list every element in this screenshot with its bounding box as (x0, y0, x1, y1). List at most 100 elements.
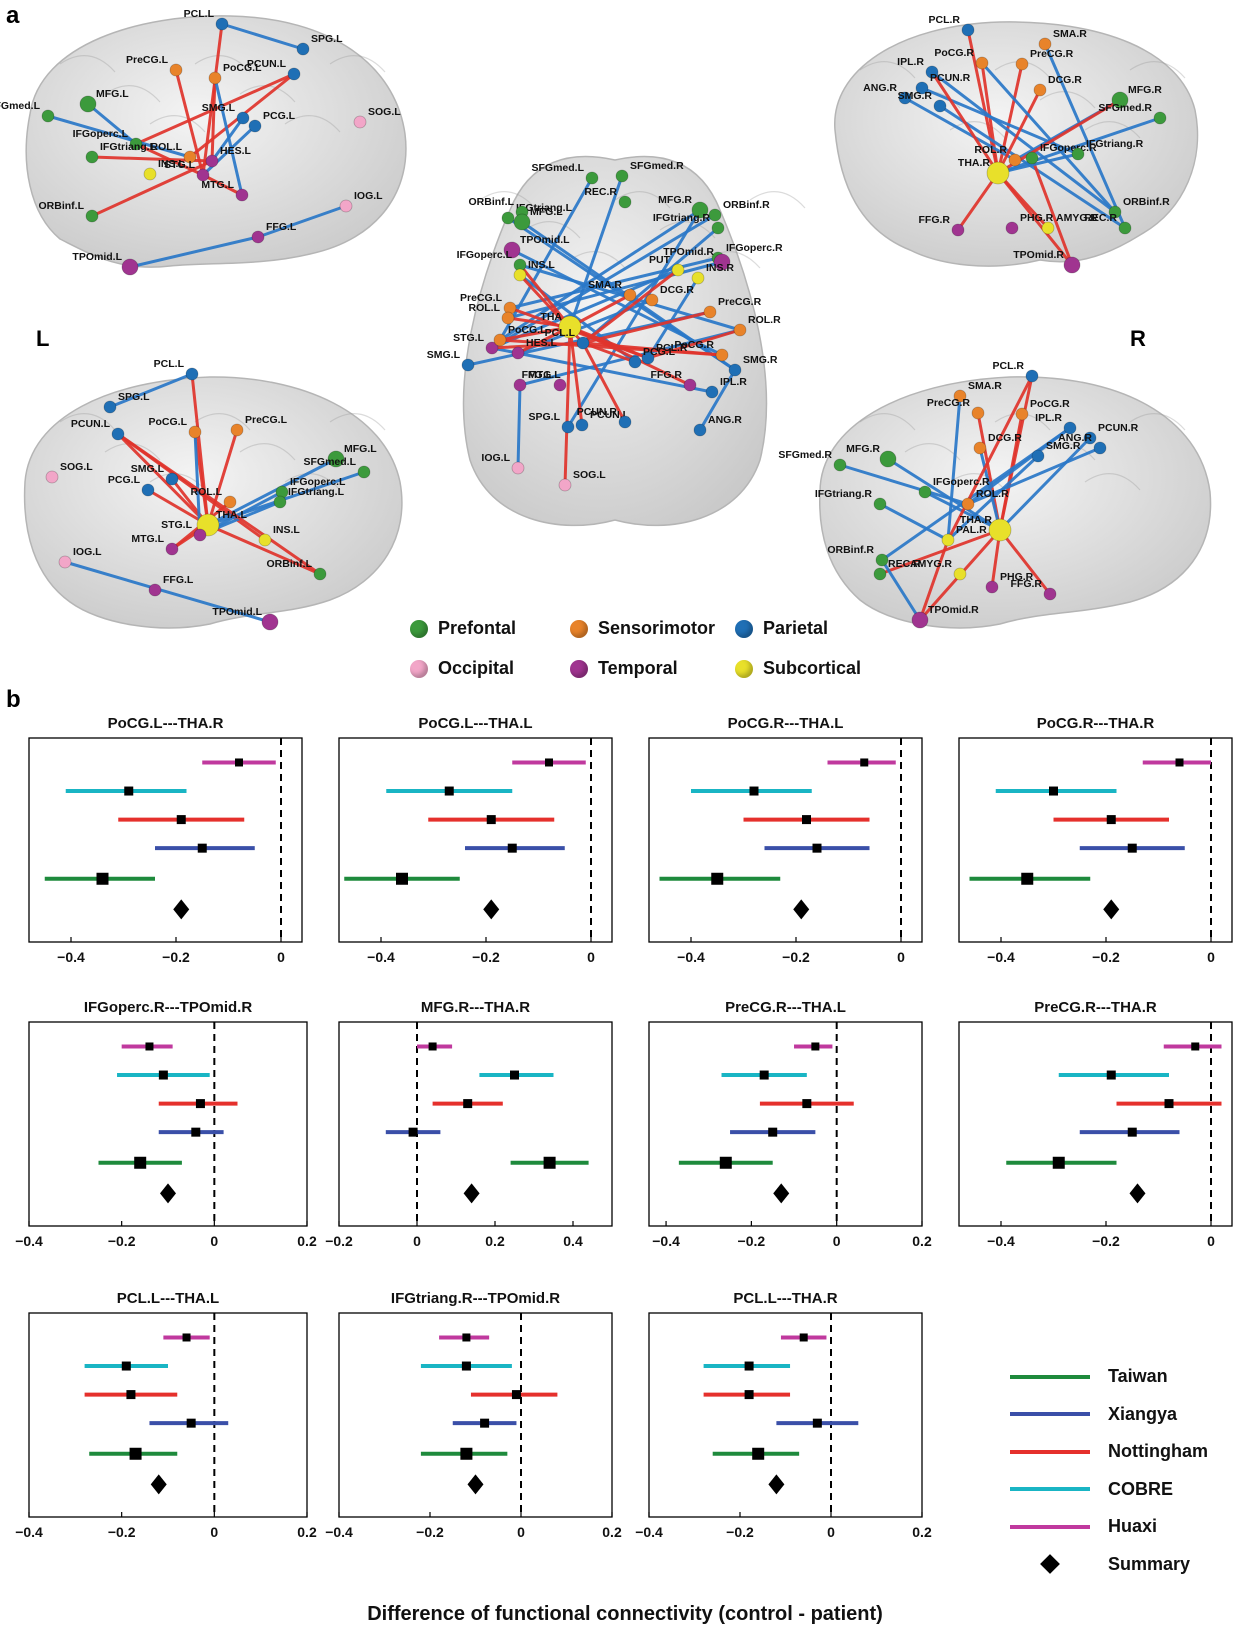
x-tick-label: −0.2 (782, 949, 810, 965)
brain-outline (819, 376, 1212, 629)
brain-node-tpomid-l (261, 613, 279, 631)
point-estimate-taiwan (134, 1156, 147, 1169)
brain-node-iog-l (511, 461, 525, 475)
forest-plot: PreCG.R---THA.L −0.4 −0.2 0 0.2 (648, 999, 932, 1249)
point-estimate-taiwan (96, 872, 109, 885)
x-tick-label: −0.4 (987, 1233, 1015, 1249)
brain-node-ins-l (143, 167, 157, 181)
point-estimate-taiwan (460, 1447, 473, 1460)
brain-node-phg-r (985, 580, 999, 594)
forest-plot-title: PCL.L---THA.R (733, 1290, 837, 1307)
brain-node-pocg-r (975, 56, 989, 70)
forest-plot-frame (648, 737, 923, 943)
forest-plot: PoCG.L---THA.L −0.4 −0.2 0 (338, 715, 613, 965)
brain-node-tpomid-l (503, 241, 521, 259)
brain-node-label: PHG.R (1000, 571, 1034, 583)
brain-node-label: PreCG.L (460, 292, 503, 304)
legend-label: Occipital (438, 658, 515, 678)
brain-node-label: SOG.L (573, 469, 606, 481)
brain-view-right-medial: PCL.R SMA.R PreCG.R PoCG.R IPL.R PCUN.R ANG.R D… (778, 360, 1212, 629)
brain-node-label: THA (540, 311, 562, 323)
brain-node-precg-r (703, 305, 717, 319)
x-tick-label: 0 (1207, 949, 1215, 965)
brain-node-label: STG.L (164, 159, 196, 171)
connectivity-edge (880, 558, 922, 622)
connectivity-edge (903, 96, 1017, 162)
connectivity-edge (956, 171, 1000, 232)
x-tick-label: −0.4 (57, 949, 85, 965)
legend-item-summary: Summary (1010, 1546, 1230, 1584)
brain-node-mfg-l (327, 450, 345, 468)
connectivity-edge (566, 208, 702, 429)
connectivity-edge (213, 76, 244, 197)
brain-node-sfgmed-r (833, 458, 847, 472)
connectivity-edge (946, 374, 1034, 542)
summary-diamond (463, 1183, 480, 1204)
brain-node-label: HES.L (220, 145, 252, 157)
brain-node-label: THA.L (216, 509, 247, 521)
brain-node-ifgtriang-l (85, 150, 99, 164)
brain-node-ins-r (691, 271, 705, 285)
point-estimate-cobre (510, 1070, 519, 1080)
forest-plot: PoCG.L---THA.R −0.4 −0.2 0 (28, 715, 303, 965)
brain-node-dcg-r (645, 293, 659, 307)
summary-diamond (467, 1474, 484, 1495)
brain-node-label: FFG.R (1011, 578, 1043, 590)
forest-plot-frame (958, 737, 1233, 943)
brain-node-iog-l (339, 199, 353, 213)
connectivity-edge (1030, 156, 1074, 267)
brain-node-label: IPL.R (897, 56, 924, 68)
x-tick-label: −0.4 (677, 949, 705, 965)
brain-node-label: ROL.L (469, 302, 501, 314)
brain-node-ifgtriang-r (873, 497, 887, 511)
brain-node-label: ROL.L (191, 486, 223, 498)
connectivity-edge (996, 116, 1162, 175)
brain-node-label: IFGtriang.L (288, 486, 345, 498)
point-estimate-taiwan (1021, 872, 1034, 885)
point-estimate-taiwan (129, 1447, 142, 1460)
brain-node-ffg-l (251, 230, 265, 244)
brain-node-sfgmed-l (585, 171, 599, 185)
brain-node-label: SMA.R (1053, 28, 1087, 40)
point-estimate-xiangya (507, 843, 517, 853)
brain-node-label: IFGoperc.L (457, 249, 513, 261)
legend-item-xiangya: Xiangya (1010, 1396, 1230, 1434)
legend-swatch (1010, 1374, 1090, 1379)
brain-outline (462, 155, 768, 527)
x-tick-label: 0.2 (297, 1524, 317, 1540)
brain-node-label: SFGmed.R (778, 449, 832, 461)
brain-node-mtg-l (513, 378, 527, 392)
brain-node-pocg-l (493, 333, 507, 347)
brain-node-mfg-l (513, 213, 531, 231)
legend-label: Temporal (598, 658, 678, 678)
legend-label: Huaxi (1108, 1516, 1158, 1537)
connectivity-edge (206, 457, 338, 527)
brain-node-label: PCL.L (545, 327, 576, 339)
brain-node-label: IPL.R (720, 376, 747, 388)
brain-node-pcun-r (618, 415, 632, 429)
brain-node-label: ANG.R (708, 414, 742, 426)
brain-node-label: DCG.R (1048, 74, 1082, 86)
forest-plot: PreCG.R---THA.R −0.4 −0.2 0 (958, 999, 1233, 1249)
brain-node-rol-l (223, 495, 237, 509)
point-estimate-nottingham (486, 815, 496, 825)
brain-node-label: PoCG.R (934, 47, 974, 59)
connectivity-edge (210, 76, 217, 163)
brain-node-precg-l (169, 63, 183, 77)
connectivity-edge (930, 70, 1000, 175)
brain-node-ifgtriang-l (501, 211, 515, 225)
brain-node-label: ANG.R (1058, 432, 1092, 444)
brain-node-smg-l (165, 472, 179, 486)
x-axis-title: Difference of functional connectivity (c… (367, 1603, 883, 1625)
brain-node-label: PCUN.R (1098, 422, 1139, 434)
summary-diamond (160, 1183, 176, 1204)
x-tick-label: 0 (897, 949, 905, 965)
point-estimate-nottingham (802, 1099, 812, 1109)
x-tick-label: 0.2 (912, 1524, 932, 1540)
connectivity-edge (996, 88, 1042, 175)
legend-label: Sensorimotor (598, 618, 716, 638)
legend-dot (570, 659, 588, 678)
brain-node-spg-l (103, 400, 117, 414)
brain-node-put (671, 263, 685, 277)
brain-node-mfg-r (691, 201, 709, 219)
